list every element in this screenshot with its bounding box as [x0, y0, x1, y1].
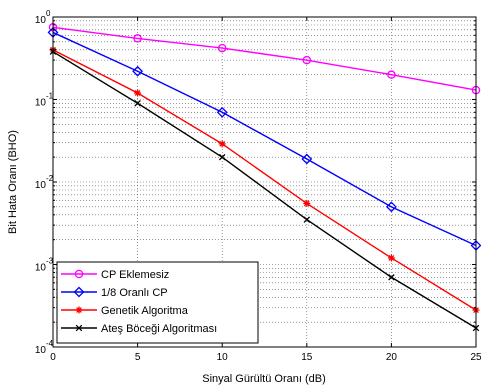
legend-marker: [73, 286, 85, 298]
data-point: [217, 43, 227, 53]
y-tick-label: 10-3: [35, 257, 54, 274]
y-tick-base: 10: [35, 15, 47, 26]
x-axis-label: Sinyal Gürültü Oranı (dB): [202, 373, 326, 385]
y-tick-label: 10-2: [35, 174, 54, 191]
x-tick-label: 15: [301, 352, 313, 363]
y-tick-exponent: -1: [46, 92, 54, 101]
data-point: [387, 70, 396, 79]
data-point: [134, 89, 142, 97]
x-tick-label: 5: [135, 352, 141, 363]
data-point: [385, 201, 397, 213]
series-line: [52, 31, 477, 247]
y-tick-base: 10: [35, 180, 47, 191]
y-tick-label: 10-4: [35, 339, 54, 356]
legend-box: [56, 261, 259, 344]
data-point: [387, 254, 395, 262]
legend-label: Genetik Algoritma: [101, 305, 189, 317]
axis-ticks: [52, 17, 477, 347]
series-line: [52, 26, 477, 91]
data-point: [133, 34, 142, 43]
series-lines: [52, 26, 477, 329]
y-tick-label: 100: [35, 9, 51, 26]
legend-marker: [74, 269, 84, 279]
legend-label: 1/8 Oranlı CP: [101, 287, 168, 299]
series-line: [52, 51, 477, 329]
data-point: [218, 140, 226, 148]
data-point: [303, 199, 311, 207]
legend-entry: CP Eklemesiz: [61, 269, 169, 281]
data-point: [132, 65, 144, 77]
legend-label: CP Eklemesiz: [101, 269, 169, 281]
x-tick-label: 0: [50, 352, 56, 363]
legend-marker: [75, 306, 83, 314]
data-point: [301, 153, 313, 165]
legend-entry: 1/8 Oranlı CP: [61, 286, 168, 299]
data-point: [388, 274, 395, 281]
legend-label: Ateş Böceği Algoritması: [101, 323, 217, 335]
data-point: [134, 100, 141, 107]
y-tick-base: 10: [35, 98, 47, 109]
y-axis-label: Bit Hata Oranı (BHO): [7, 130, 19, 234]
y-tick-exponent: 0: [46, 9, 51, 18]
x-tick-label: 25: [470, 352, 481, 363]
x-tick-label: 10: [217, 352, 229, 363]
data-point: [216, 106, 228, 118]
data-point: [218, 153, 226, 161]
x-tick-label: 20: [386, 352, 398, 363]
x-tick-labels: 0 5 10 15 20 25: [50, 352, 481, 363]
y-tick-base: 10: [35, 345, 47, 356]
y-tick-exponent: -4: [46, 339, 54, 348]
y-tick-exponent: -2: [46, 174, 54, 183]
legend-entry: Ateş Böceği Algoritması: [61, 323, 217, 335]
y-tick-base: 10: [35, 263, 47, 274]
data-point: [303, 216, 311, 223]
series-line: [52, 49, 477, 311]
y-tick-label: 10-1: [35, 92, 54, 109]
y-tick-exponent: -3: [46, 257, 54, 266]
legend-marker: [75, 324, 83, 332]
data-point: [302, 55, 312, 65]
legend-entry: Genetik Algoritma: [61, 305, 189, 317]
legend: CP Eklemesiz 1/8 Oranlı CP Genetik Algorit…: [56, 261, 259, 344]
